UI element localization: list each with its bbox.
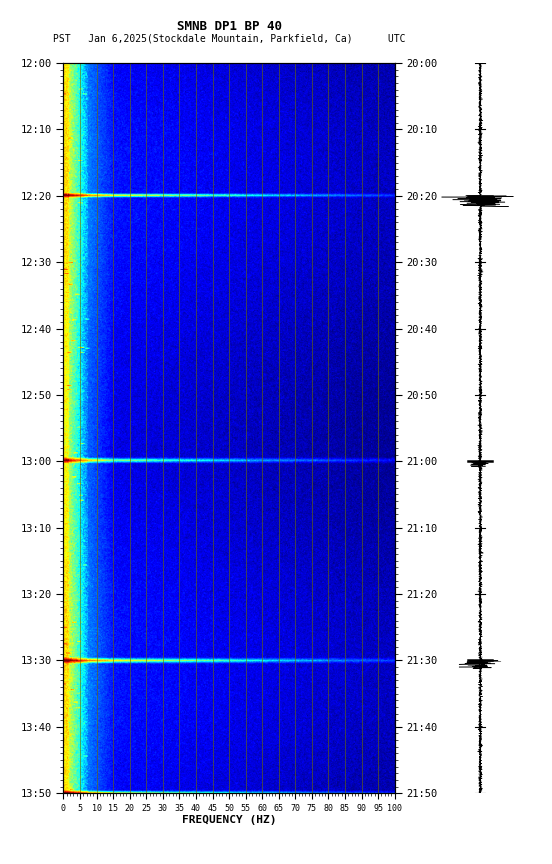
Text: SMNB DP1 BP 40: SMNB DP1 BP 40 <box>177 20 282 33</box>
X-axis label: FREQUENCY (HZ): FREQUENCY (HZ) <box>182 816 277 825</box>
Text: PST   Jan 6,2025(Stockdale Mountain, Parkfield, Ca)      UTC: PST Jan 6,2025(Stockdale Mountain, Parkf… <box>53 34 405 44</box>
